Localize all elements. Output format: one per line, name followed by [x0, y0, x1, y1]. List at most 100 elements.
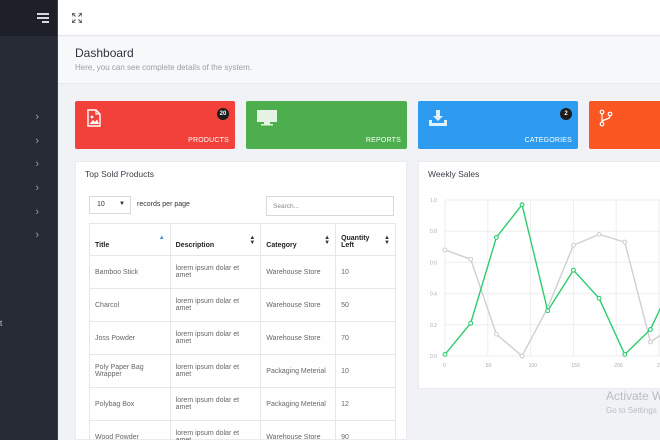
monitor-icon	[257, 110, 277, 126]
cell-title: Polybag Box	[89, 387, 171, 421]
sidebar-item-3[interactable]: ›	[0, 157, 57, 173]
column-quantity[interactable]: Quantity Left ▲ ▼	[335, 223, 396, 256]
chevron-right-icon: ›	[35, 158, 39, 170]
cell-description: lorem ipsum dolar et amet	[169, 255, 262, 289]
categories-count-badge: 2	[560, 108, 572, 120]
page-title: Dashboard	[75, 46, 134, 60]
records-per-page-label: records per page	[137, 201, 190, 208]
data-point	[570, 242, 576, 248]
activate-watermark-sub: Go to Settings	[606, 406, 657, 415]
x-tick-label: 150	[571, 363, 580, 369]
card-reports[interactable]: REPORTS	[246, 101, 407, 149]
products-label: PRODUCTS	[188, 137, 229, 144]
data-point	[442, 351, 448, 357]
cell-quantity: 90	[335, 420, 396, 440]
cell-quantity: 10	[335, 354, 396, 388]
weekly-sales-title: Weekly Sales	[428, 169, 480, 179]
x-tick-label: 250	[657, 363, 660, 369]
y-tick-label: 0.6	[430, 260, 437, 266]
column-description-label: Description	[175, 242, 215, 249]
column-description[interactable]: Description ▲ ▼	[169, 223, 262, 256]
sort-asc-icon: ▲	[158, 235, 165, 241]
y-tick-label: 1.0	[430, 198, 437, 204]
cell-title: Bamboo Stick	[89, 255, 171, 289]
menu-toggle-icon[interactable]	[37, 13, 49, 23]
data-point	[493, 331, 499, 337]
table-row: Poly Paper Bag Wrapper lorem ipsum dolar…	[89, 354, 396, 388]
data-point	[493, 234, 499, 240]
table-row: Polybag Box lorem ipsum dolar et amet Pa…	[89, 387, 396, 421]
table-row: Wood Powder lorem ipsum dolar et amet Wa…	[89, 420, 396, 440]
sidebar-item-label[interactable]: t	[0, 319, 3, 328]
sidebar-divider	[57, 0, 58, 440]
cell-category: Warehouse Store	[260, 321, 337, 355]
branch-icon	[599, 109, 613, 127]
chevron-right-icon: ›	[35, 206, 39, 218]
data-point	[622, 239, 628, 245]
page-subtitle: Here, you can see complete details of th…	[75, 63, 252, 72]
card-products[interactable]: 20 PRODUCTS	[75, 101, 235, 149]
page-header: Dashboard Here, you can see complete det…	[58, 37, 660, 84]
data-point	[519, 202, 525, 208]
table-row: Bamboo Stick lorem ipsum dolar et amet W…	[89, 255, 396, 289]
top-bar	[58, 0, 660, 36]
data-point	[519, 353, 525, 359]
cell-description: lorem ipsum dolar et amet	[169, 420, 262, 440]
weekly-sales-chart: 0.0 0.2 0.4 0.6 0.8 1.0 0 50 100 150 200 250	[430, 198, 660, 369]
cell-category: Warehouse Store	[260, 255, 337, 289]
chevron-right-icon: ›	[35, 111, 39, 123]
cell-description: lorem ipsum dolar et amet	[169, 288, 262, 322]
card-categories[interactable]: 2 CATEGORIES	[418, 101, 578, 149]
sort-icon: ▲ ▼	[384, 235, 390, 246]
series-line	[444, 233, 660, 358]
cell-title: Wood Powder	[89, 420, 171, 440]
column-quantity-label: Quantity Left	[341, 235, 370, 249]
search-input[interactable]: Search...	[266, 196, 394, 216]
weekly-sales-panel: Weekly Sales 0.0 0.2 0.4 0.6 0.8 1.0 0 50 100 150…	[418, 161, 660, 389]
column-title-label: Title	[95, 242, 110, 249]
products-table: Title ▲ Description ▲ ▼ Category ▲ ▼ Quant…	[89, 223, 396, 440]
records-per-page-select[interactable]: 10 ▼	[89, 196, 131, 214]
y-tick-label: 0.2	[430, 323, 437, 329]
sidebar-item-1[interactable]: ›	[0, 110, 57, 126]
data-point	[468, 256, 474, 262]
x-tick-label: 0	[443, 363, 446, 369]
sidebar-item-4[interactable]: ›	[0, 181, 57, 197]
cell-description: lorem ipsum dolar et amet	[169, 321, 262, 355]
cell-quantity: 12	[335, 387, 396, 421]
activate-watermark: Activate W	[606, 389, 660, 403]
sidebar-item-2[interactable]: ›	[0, 134, 57, 150]
x-tick-label: 100	[529, 363, 538, 369]
chevron-right-icon: ›	[35, 229, 39, 241]
sort-icon: ▲ ▼	[324, 235, 331, 246]
column-title[interactable]: Title ▲	[89, 223, 171, 256]
data-point	[468, 320, 474, 326]
cell-quantity: 10	[335, 255, 396, 289]
image-file-icon	[87, 109, 101, 127]
sidebar-item-6[interactable]: ›	[0, 228, 57, 244]
column-category-label: Category	[266, 242, 297, 249]
records-per-page-value: 10	[97, 201, 105, 208]
top-products-title: Top Sold Products	[85, 169, 154, 179]
y-tick-label: 0.8	[430, 229, 437, 235]
series-line	[444, 203, 660, 356]
cell-title: Poly Paper Bag Wrapper	[89, 354, 171, 388]
cell-category: Packaging Meterial	[260, 354, 337, 388]
cell-quantity: 70	[335, 321, 396, 355]
cell-description: lorem ipsum dolar et amet	[169, 354, 262, 388]
data-point	[596, 295, 602, 301]
column-category[interactable]: Category ▲ ▼	[260, 223, 337, 256]
cell-title: Charcol	[89, 288, 171, 322]
data-point	[570, 267, 576, 273]
fullscreen-expand-icon[interactable]	[72, 13, 82, 23]
caret-down-icon: ▼	[119, 201, 125, 207]
chevron-right-icon: ›	[35, 135, 39, 147]
data-point	[545, 308, 551, 314]
cell-title: Joss Powder	[89, 321, 171, 355]
sidebar-item-5[interactable]: ›	[0, 205, 57, 221]
cell-category: Packaging Meterial	[260, 387, 337, 421]
x-tick-label: 200	[614, 363, 623, 369]
cell-quantity: 50	[335, 288, 396, 322]
data-point	[647, 327, 653, 332]
card-fourth[interactable]	[589, 101, 660, 149]
